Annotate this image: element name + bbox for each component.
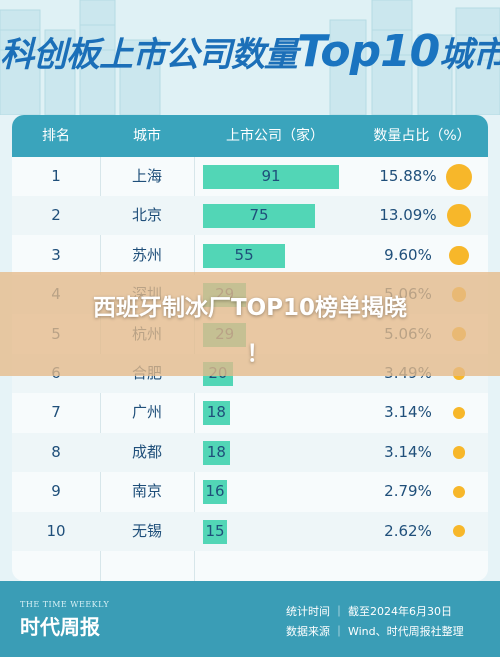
footer: THE TIME WEEKLY 时代周报 统计时间 ｜ 截至2024年6月30日… — [0, 581, 500, 657]
overlay-exclamation: ！ — [246, 341, 270, 367]
share-label: 13.09% — [379, 206, 437, 225]
share-dot — [453, 525, 465, 538]
value-label: 16 — [205, 482, 225, 501]
category-label: 南京 — [131, 482, 162, 501]
value-label: 15 — [205, 521, 225, 540]
bar — [203, 243, 286, 268]
table-row: 10 无锡 15 2.62% — [12, 511, 488, 551]
data-source: 数据来源 ｜ Wind、时代周报社整理 — [286, 625, 464, 638]
header-share: 数量占比（%） — [373, 128, 471, 144]
bar — [203, 401, 230, 426]
header-city: 城市 — [133, 128, 161, 144]
stat-time: 统计时间 ｜ 截至2024年6月30日 — [286, 605, 452, 618]
share-label: 15.88% — [379, 167, 437, 185]
rank-label: 9 — [51, 482, 61, 501]
share-label: 2.79% — [384, 482, 432, 501]
title-suffix: 城市 — [439, 35, 500, 75]
share-dot — [446, 163, 472, 190]
share-label: 9.60% — [384, 245, 432, 264]
share-dot — [449, 245, 469, 265]
logo: 时代周报 — [20, 615, 100, 639]
table-header: 排名 城市 上市公司（家） 数量占比（%） — [12, 115, 488, 157]
title-top: Top10 — [297, 26, 440, 77]
bar — [203, 440, 230, 465]
rank-label: 3 — [51, 245, 61, 264]
share-label: 3.14% — [384, 442, 432, 461]
category-label: 上海 — [131, 167, 162, 185]
category-label: 无锡 — [131, 521, 162, 540]
value-label: 18 — [206, 403, 226, 422]
table-row: 7 广州 18 3.14% — [12, 393, 488, 432]
logo-subtitle: THE TIME WEEKLY — [20, 600, 110, 609]
category-label: 成都 — [131, 442, 162, 461]
category-label: 广州 — [131, 403, 162, 422]
value-label: 75 — [249, 206, 269, 225]
table-row: 3 苏州 55 9.60% — [12, 236, 488, 275]
category-label: 苏州 — [131, 245, 162, 264]
bar — [203, 480, 227, 505]
table-row: 2 北京 75 13.09% — [12, 196, 488, 236]
city-skyline-illustration — [0, 0, 500, 115]
rank-label: 8 — [51, 442, 61, 461]
overlay-title: 西班牙制冰厂TOP10榜单揭晓 — [92, 295, 408, 321]
value-label: 91 — [261, 167, 281, 185]
share-dot — [452, 485, 466, 498]
news-overlay-band — [0, 272, 500, 376]
value-label: 55 — [234, 245, 254, 264]
title-prefix: 科创板上市公司数量 — [0, 35, 298, 75]
share-label: 2.62% — [384, 521, 432, 540]
bar — [203, 519, 227, 544]
share-dot — [447, 204, 471, 228]
header-count: 上市公司（家） — [226, 128, 324, 144]
value-label: 18 — [206, 442, 226, 461]
table-row: 9 南京 16 2.79% — [12, 472, 488, 511]
rank-label: 1 — [51, 167, 61, 185]
table-row: 1 上海 91 15.88% — [12, 157, 488, 196]
table-row: 8 成都 18 3.14% — [12, 432, 488, 472]
chart-title: 科创板上市公司数量Top10城市 — [0, 26, 500, 77]
category-label: 北京 — [131, 206, 162, 225]
bar — [203, 165, 339, 189]
rank-label: 7 — [51, 403, 61, 422]
share-dot — [452, 446, 466, 459]
header-rank: 排名 — [42, 128, 70, 144]
share-label: 3.14% — [384, 403, 432, 422]
rank-label: 2 — [51, 206, 61, 225]
share-dot — [452, 406, 466, 420]
rank-label: 10 — [46, 521, 66, 540]
bar — [203, 204, 316, 229]
